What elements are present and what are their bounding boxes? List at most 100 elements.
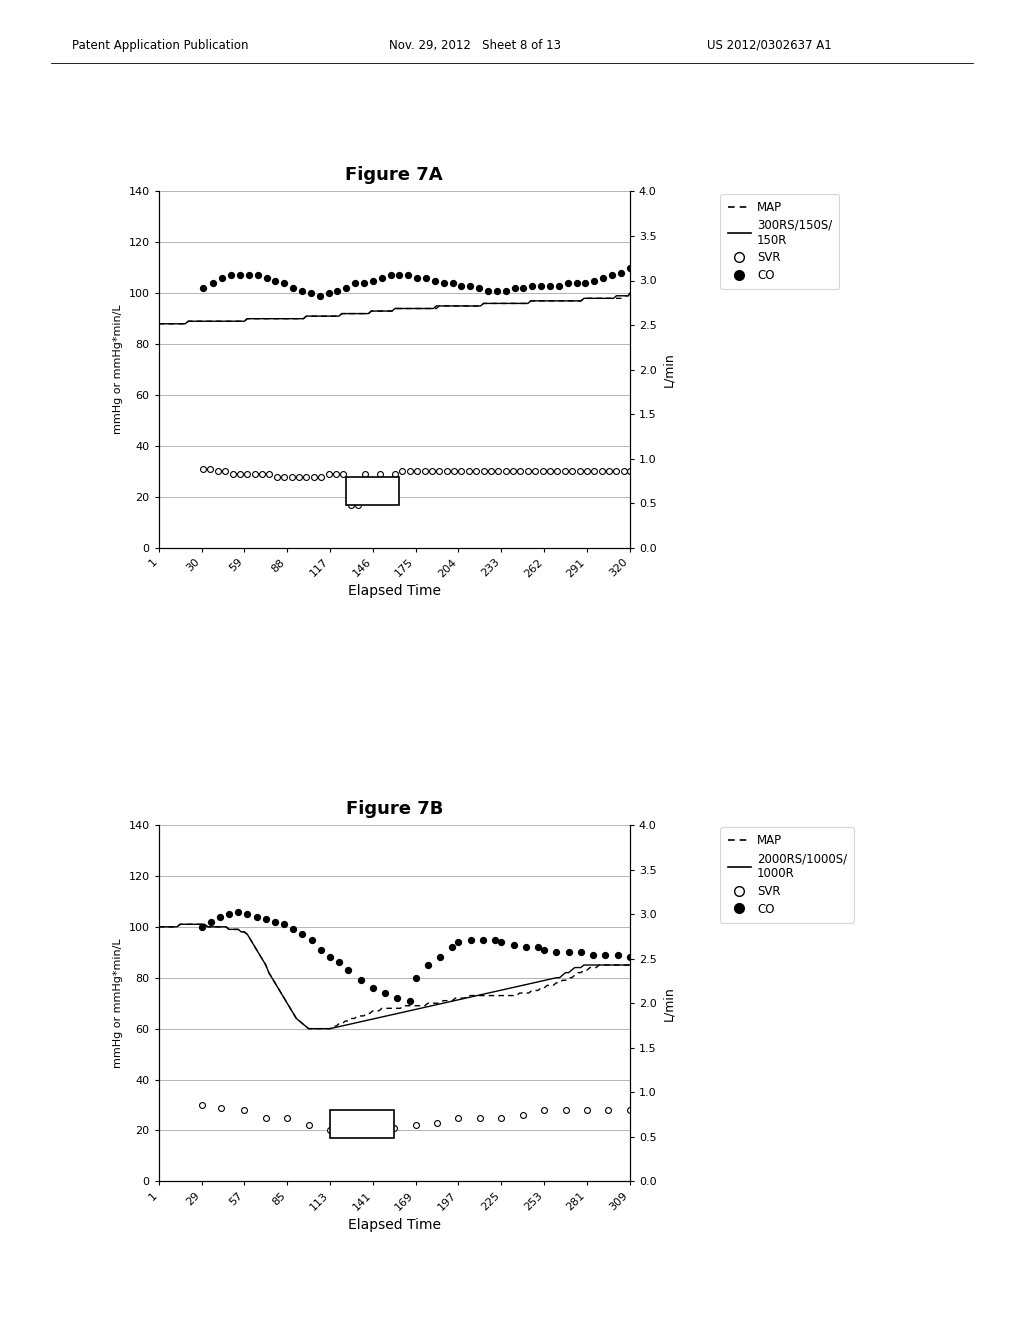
Point (194, 916, 210, 937)
Point (586, 271, 602, 292)
Point (431, 461, 447, 482)
Point (258, 908, 274, 929)
Point (432, 946, 449, 968)
Point (594, 461, 610, 482)
Point (231, 463, 248, 484)
Title: Figure 7B: Figure 7B (345, 800, 443, 818)
Point (401, 990, 418, 1011)
Point (357, 463, 374, 484)
Point (321, 282, 337, 304)
X-axis label: Elapsed Time: Elapsed Time (348, 585, 440, 598)
Point (267, 911, 284, 932)
Point (408, 968, 424, 989)
Point (435, 272, 452, 293)
Point (230, 902, 247, 923)
Point (268, 466, 285, 487)
Point (340, 960, 356, 981)
Point (276, 466, 293, 487)
Point (420, 954, 436, 975)
Point (490, 461, 507, 482)
Point (609, 944, 626, 965)
Point (240, 903, 256, 924)
Point (237, 1100, 253, 1121)
Point (622, 461, 638, 482)
Point (377, 982, 393, 1003)
Point (331, 952, 347, 973)
Point (451, 1107, 467, 1129)
Point (322, 946, 338, 968)
Point (475, 929, 492, 950)
Point (355, 272, 372, 293)
Point (275, 913, 292, 935)
Point (560, 941, 577, 962)
Point (205, 272, 221, 293)
Legend: MAP, 2000RS/1000S/
1000R, SVR, CO: MAP, 2000RS/1000S/ 1000R, SVR, CO (721, 828, 854, 923)
Point (505, 461, 521, 482)
Point (217, 461, 233, 482)
X-axis label: Elapsed Time: Elapsed Time (348, 1218, 440, 1232)
Point (622, 257, 638, 279)
Point (258, 268, 274, 289)
Point (224, 463, 241, 484)
Point (328, 463, 344, 484)
Point (343, 1119, 359, 1140)
Point (394, 461, 411, 482)
Point (571, 461, 588, 482)
Point (389, 987, 406, 1008)
Point (391, 265, 408, 286)
Point (329, 280, 345, 301)
Point (212, 906, 228, 927)
Point (321, 463, 337, 484)
Point (471, 277, 487, 298)
Point (472, 1107, 488, 1129)
Point (494, 932, 510, 953)
Point (586, 461, 602, 482)
Point (438, 461, 455, 482)
Point (195, 458, 211, 479)
Point (409, 461, 425, 482)
Point (347, 272, 364, 293)
Point (408, 1115, 424, 1137)
Point (557, 461, 573, 482)
Point (250, 265, 266, 286)
Point (557, 1100, 573, 1121)
Point (604, 265, 621, 286)
Point (454, 275, 470, 296)
Point (401, 461, 418, 482)
Point (536, 940, 552, 961)
Point (512, 461, 528, 482)
Point (313, 466, 330, 487)
Point (454, 461, 470, 482)
Point (258, 1107, 274, 1129)
Point (487, 929, 504, 950)
Point (612, 263, 629, 284)
Point (214, 268, 230, 289)
Legend: MAP, 300RS/150S/
150R, SVR, CO: MAP, 300RS/150S/ 150R, SVR, CO (721, 194, 840, 289)
Point (429, 1113, 445, 1134)
Point (303, 282, 319, 304)
Point (254, 463, 270, 484)
Point (365, 1119, 381, 1140)
Point (249, 906, 265, 927)
Point (568, 272, 585, 293)
Point (445, 461, 462, 482)
Title: Figure 7A: Figure 7A (345, 166, 443, 185)
Point (365, 977, 381, 998)
Point (418, 268, 434, 289)
Y-axis label: L/min: L/min (663, 352, 675, 387)
Point (285, 277, 301, 298)
Bar (346, 477, 399, 504)
Point (195, 277, 211, 298)
Point (463, 929, 479, 950)
Point (427, 271, 443, 292)
Point (409, 268, 425, 289)
Point (298, 466, 314, 487)
Point (564, 461, 581, 482)
Y-axis label: L/min: L/min (663, 986, 675, 1020)
Point (515, 277, 531, 298)
Point (202, 458, 218, 479)
Point (536, 1100, 552, 1121)
Y-axis label: mmHg or mmHg*min/L: mmHg or mmHg*min/L (113, 305, 123, 434)
Point (622, 1100, 638, 1121)
Point (374, 268, 390, 289)
